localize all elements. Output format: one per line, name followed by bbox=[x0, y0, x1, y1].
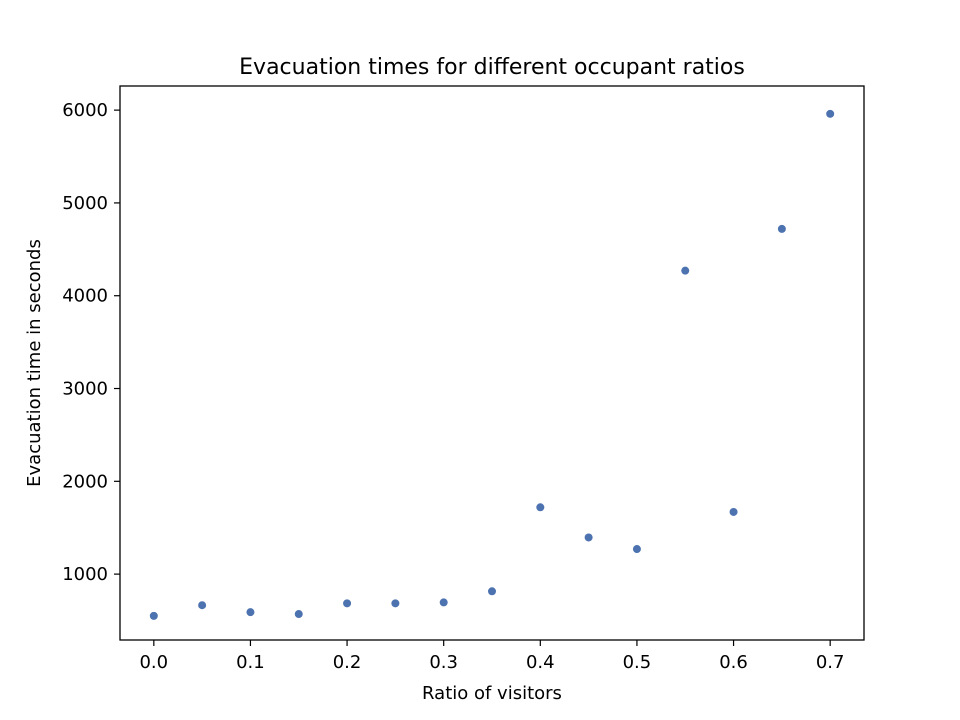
y-tick-label: 1000 bbox=[62, 564, 108, 585]
x-tick-label: 0.0 bbox=[139, 652, 168, 673]
data-points bbox=[149, 109, 835, 620]
data-point bbox=[198, 601, 207, 610]
data-point bbox=[632, 545, 641, 554]
data-point bbox=[488, 587, 496, 596]
data-point bbox=[826, 109, 835, 118]
plot-area-frame bbox=[119, 85, 865, 641]
y-tick-label: 5000 bbox=[62, 193, 108, 214]
x-tick-label: 0.6 bbox=[719, 652, 748, 673]
data-point bbox=[246, 608, 255, 617]
data-point bbox=[729, 507, 738, 516]
y-axis-label: Evacuation time in seconds bbox=[24, 239, 45, 487]
x-tick-label: 0.5 bbox=[623, 652, 652, 673]
data-point bbox=[294, 610, 303, 619]
x-tick-label: 0.3 bbox=[429, 652, 458, 673]
x-tick-label: 0.1 bbox=[236, 652, 265, 673]
x-tick-label: 0.4 bbox=[526, 652, 555, 673]
x-axis-label: Ratio of visitors bbox=[422, 683, 562, 704]
x-tick-label: 0.7 bbox=[816, 652, 845, 673]
data-point bbox=[391, 599, 400, 608]
data-point bbox=[343, 599, 352, 608]
data-point bbox=[681, 266, 690, 275]
data-point bbox=[536, 503, 545, 512]
chart-title: Evacuation times for different occupant … bbox=[239, 55, 745, 80]
y-axis-ticks: 1000 2000 3000 4000 5000 6000 bbox=[62, 100, 120, 585]
y-tick-label: 4000 bbox=[62, 286, 108, 307]
y-tick-label: 2000 bbox=[62, 471, 108, 492]
y-tick-label: 3000 bbox=[62, 379, 108, 400]
data-point bbox=[584, 533, 593, 542]
x-axis-ticks: 0.0 0.1 0.2 0.3 0.4 0.5 0.6 0.7 bbox=[139, 640, 845, 673]
data-point bbox=[439, 598, 448, 607]
y-tick-label: 6000 bbox=[62, 100, 108, 121]
data-point bbox=[149, 611, 158, 620]
x-tick-label: 0.2 bbox=[333, 652, 362, 673]
data-point bbox=[777, 224, 786, 233]
